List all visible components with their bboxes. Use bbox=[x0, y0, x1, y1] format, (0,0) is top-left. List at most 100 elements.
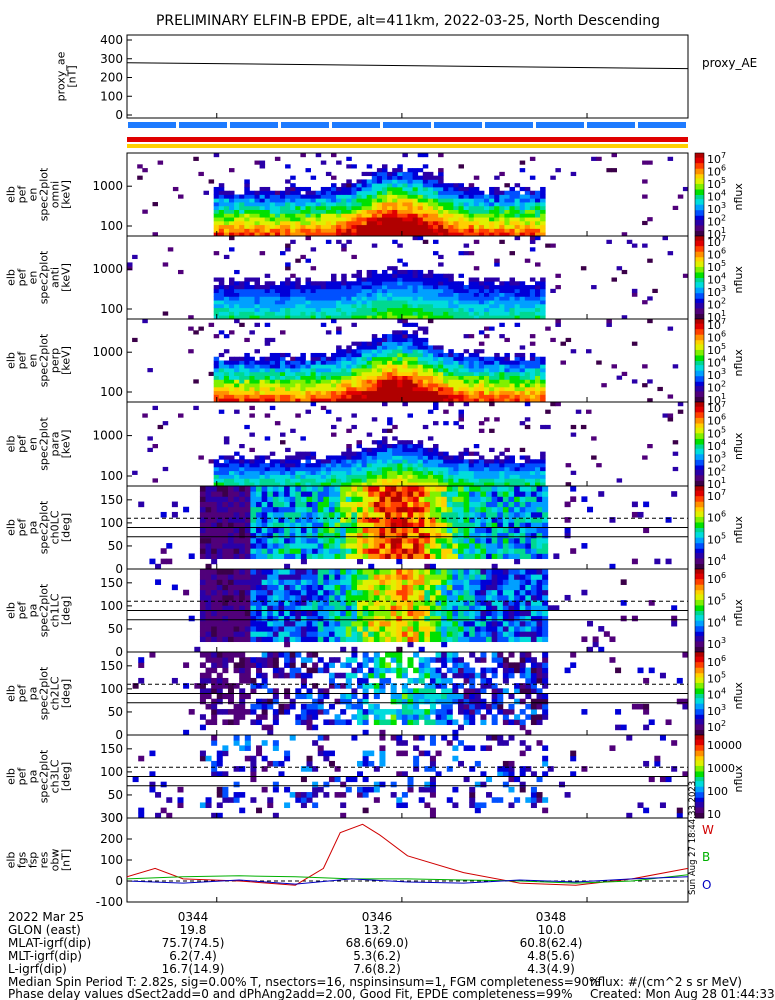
pitch-angle-cell bbox=[205, 620, 212, 627]
spectrogram-cell bbox=[223, 285, 230, 290]
pitch-angle-cell bbox=[216, 496, 223, 502]
spectrogram-cell bbox=[356, 386, 362, 392]
pitch-angle-cell bbox=[334, 553, 341, 560]
spectrogram-cell bbox=[269, 375, 276, 380]
spectrogram-cell bbox=[285, 213, 291, 218]
spectrogram-cell bbox=[402, 285, 408, 290]
spectrogram-cell bbox=[448, 198, 454, 203]
spectrogram-cell bbox=[305, 386, 311, 392]
spectrogram-cell bbox=[382, 482, 388, 487]
spectrogram-cell bbox=[285, 179, 291, 184]
spectrogram-cell bbox=[234, 394, 240, 399]
pitch-angle-cell bbox=[289, 527, 296, 534]
spectrogram-cell bbox=[468, 190, 475, 195]
pitch-angle-cell bbox=[407, 548, 414, 554]
spectrogram-cell bbox=[453, 281, 459, 286]
pitch-angle-cell bbox=[233, 605, 240, 611]
spectrogram-cell bbox=[320, 205, 327, 210]
spectrogram-cell bbox=[218, 198, 225, 203]
spectrogram-cell bbox=[473, 444, 480, 449]
pitch-angle-cell bbox=[429, 600, 436, 606]
pitch-angle-cell bbox=[233, 532, 240, 539]
pitch-angle-cell bbox=[272, 486, 279, 492]
spectrogram-cell bbox=[478, 194, 485, 199]
spectrogram-cell bbox=[458, 470, 464, 475]
spectrogram-cell bbox=[285, 470, 291, 475]
spectrogram-cell bbox=[264, 220, 271, 226]
pitch-angle-cell bbox=[171, 511, 178, 518]
spectrogram-cell bbox=[366, 300, 373, 305]
spectrogram-cell bbox=[387, 390, 393, 395]
spectrogram-cell bbox=[412, 371, 419, 376]
spectrogram-cell bbox=[529, 463, 536, 468]
spectrogram-cell bbox=[458, 307, 464, 312]
pitch-angle-cell bbox=[239, 631, 246, 637]
spectrogram-cell bbox=[647, 258, 653, 263]
pitch-angle-cell bbox=[233, 553, 240, 560]
spectrogram-cell bbox=[147, 436, 153, 441]
spectrogram-cell bbox=[264, 303, 271, 309]
spectrogram-cell bbox=[397, 209, 403, 214]
spectrogram-cell bbox=[392, 447, 398, 453]
spectrogram-cell bbox=[443, 228, 449, 233]
spectrogram-cell bbox=[234, 288, 240, 293]
spectrogram-cell bbox=[524, 371, 531, 376]
pitch-angle-cell bbox=[205, 594, 212, 601]
pitch-angle-cell bbox=[401, 620, 408, 627]
pitch-angle-cell bbox=[233, 626, 240, 632]
pitch-angle-cell bbox=[396, 532, 403, 539]
spectrogram-cell bbox=[514, 386, 521, 392]
spectrogram-cell bbox=[218, 386, 225, 392]
spectrogram-cell bbox=[433, 466, 439, 472]
spectrogram-cell bbox=[529, 394, 536, 399]
pitch-angle-cell bbox=[239, 610, 246, 617]
pitch-angle-cell bbox=[334, 532, 341, 539]
spectrogram-cell bbox=[336, 417, 342, 422]
pitch-angle-cell bbox=[295, 610, 302, 617]
spectrogram-cell bbox=[366, 375, 373, 380]
spectrogram-cell bbox=[218, 190, 225, 195]
spectrogram-cell bbox=[336, 213, 342, 218]
spectrogram-cell bbox=[361, 478, 368, 483]
spectrogram-cell bbox=[259, 356, 266, 361]
spectrogram-cell bbox=[351, 285, 357, 290]
spectrogram-cell bbox=[218, 455, 225, 460]
pitch-angle-cell bbox=[239, 574, 246, 580]
spectrogram-cell bbox=[290, 198, 296, 203]
pitch-angle-cell bbox=[480, 548, 487, 554]
spectrogram-cell bbox=[351, 482, 357, 487]
spectrogram-cell bbox=[274, 311, 281, 316]
spectrogram-cell bbox=[443, 183, 449, 188]
spectrogram-cell bbox=[351, 198, 357, 203]
spectrogram-cell bbox=[269, 459, 276, 464]
spectrogram-cell bbox=[331, 390, 337, 395]
pitch-angle-cell bbox=[407, 532, 414, 539]
pitch-angle-cell bbox=[328, 615, 335, 622]
spectrogram-cell bbox=[274, 368, 281, 373]
spectrogram-cell bbox=[412, 375, 419, 380]
spectrogram-cell bbox=[249, 390, 255, 395]
pitch-angle-cell bbox=[401, 491, 408, 497]
spectrogram-cell bbox=[422, 360, 429, 365]
pitch-angle-cell bbox=[446, 506, 453, 513]
spectrogram-cell bbox=[280, 360, 286, 365]
spectrogram-cell bbox=[229, 398, 235, 403]
pitch-angle-cell bbox=[368, 589, 375, 596]
pitch-angle-cell bbox=[530, 496, 537, 502]
pitch-angle-cell bbox=[435, 491, 442, 497]
spectrogram-cell bbox=[499, 478, 505, 483]
pitch-angle-cell bbox=[542, 506, 549, 513]
spectrogram-cell bbox=[280, 482, 286, 487]
pitch-angle-cell bbox=[530, 486, 537, 492]
spectrogram-cell bbox=[218, 220, 225, 226]
spectrogram-cell bbox=[213, 459, 220, 464]
pitch-angle-cell bbox=[323, 543, 330, 549]
spectrogram-cell bbox=[280, 292, 286, 297]
spectrogram-cell bbox=[443, 209, 449, 214]
spectrogram-cell bbox=[295, 292, 301, 297]
pitch-angle-cell bbox=[227, 517, 234, 523]
spectrogram-cell bbox=[433, 179, 439, 184]
spectrogram-cell bbox=[280, 440, 286, 445]
spectrogram-cell bbox=[631, 292, 638, 297]
spectrogram-cell bbox=[484, 368, 490, 373]
